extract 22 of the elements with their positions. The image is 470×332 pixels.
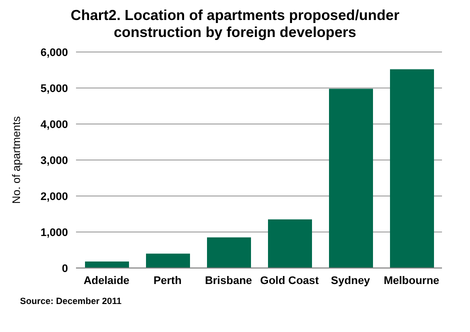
y-axis-title: No. of apartments — [10, 116, 23, 204]
chart-title: Chart2. Location of apartments proposed/under construction by foreign developers — [70, 8, 400, 42]
x-tick-label: Brisbane — [204, 274, 252, 287]
y-tick-label: 4,000 — [40, 118, 68, 131]
bar — [268, 219, 312, 268]
x-tick-label: Sydney — [330, 274, 371, 287]
bar — [390, 69, 434, 268]
bar — [207, 237, 251, 268]
y-tick-label: 5,000 — [40, 82, 68, 95]
bar — [329, 88, 373, 268]
y-tick-label: 2,000 — [40, 190, 68, 203]
y-tick-label: 1,000 — [40, 226, 68, 239]
bar — [85, 262, 129, 268]
x-tick-label: Adelaide — [84, 274, 130, 287]
x-tick-label: Melbourne — [384, 274, 440, 287]
y-tick-label: 3,000 — [40, 154, 68, 167]
x-tick-label: Gold Coast — [260, 274, 320, 287]
y-tick-label: 0 — [62, 262, 68, 275]
bar — [146, 254, 190, 268]
x-tick-label: Perth — [153, 274, 182, 287]
source-note: Source: December 2011 — [20, 296, 123, 306]
y-tick-label: 6,000 — [40, 46, 68, 59]
